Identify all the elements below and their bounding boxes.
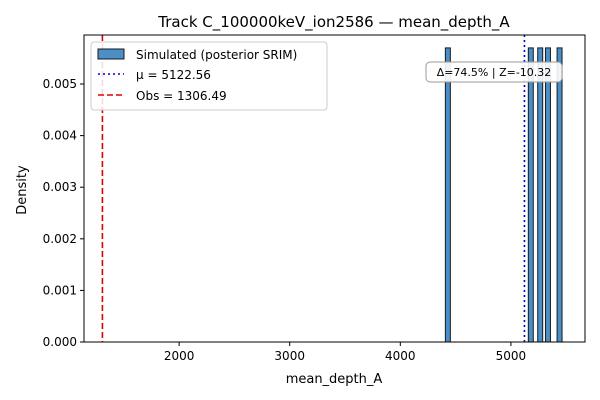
y-tick-label: 0.001: [43, 283, 77, 297]
x-tick-label: 2000: [164, 349, 195, 363]
legend-swatch-simulated: [97, 48, 125, 60]
y-tick-label: 0.002: [43, 232, 77, 246]
x-tick-label: 4000: [385, 349, 416, 363]
x-tick-label: 3000: [274, 349, 305, 363]
x-tick-label: 5000: [496, 349, 527, 363]
annotation-box: [425, 61, 563, 83]
legend-label-observed: Obs = 1306.49: [136, 89, 227, 103]
plot-area: 2000 3000 4000 5000 0.000 0.001 0.002 0.003 0.00…: [43, 34, 586, 363]
histogram-bar: [527, 47, 534, 343]
histogram-bar: [544, 47, 551, 343]
chart-title: Track C_100000keV_ion2586 — mean_depth_A: [157, 13, 510, 32]
histogram-bar: [537, 47, 544, 343]
legend-label-simulated: Simulated (posterior SRIM): [136, 48, 297, 62]
legend-label-mean: μ = 5122.56: [136, 68, 211, 82]
legend-box: [90, 41, 328, 111]
histogram-bar: [444, 47, 451, 343]
x-axis-label: mean_depth_A: [286, 372, 383, 387]
axes-frame: [83, 34, 586, 343]
y-tick-label: 0.000: [43, 335, 77, 349]
histogram-bar: [556, 47, 563, 343]
y-axis-label: Density: [15, 165, 30, 215]
annotation-text: Δ=74.5% | Z=-10.32: [437, 66, 552, 79]
y-tick-label: 0.004: [43, 129, 77, 143]
y-tick-label: 0.003: [43, 180, 77, 194]
y-tick-label: 0.005: [43, 77, 77, 91]
